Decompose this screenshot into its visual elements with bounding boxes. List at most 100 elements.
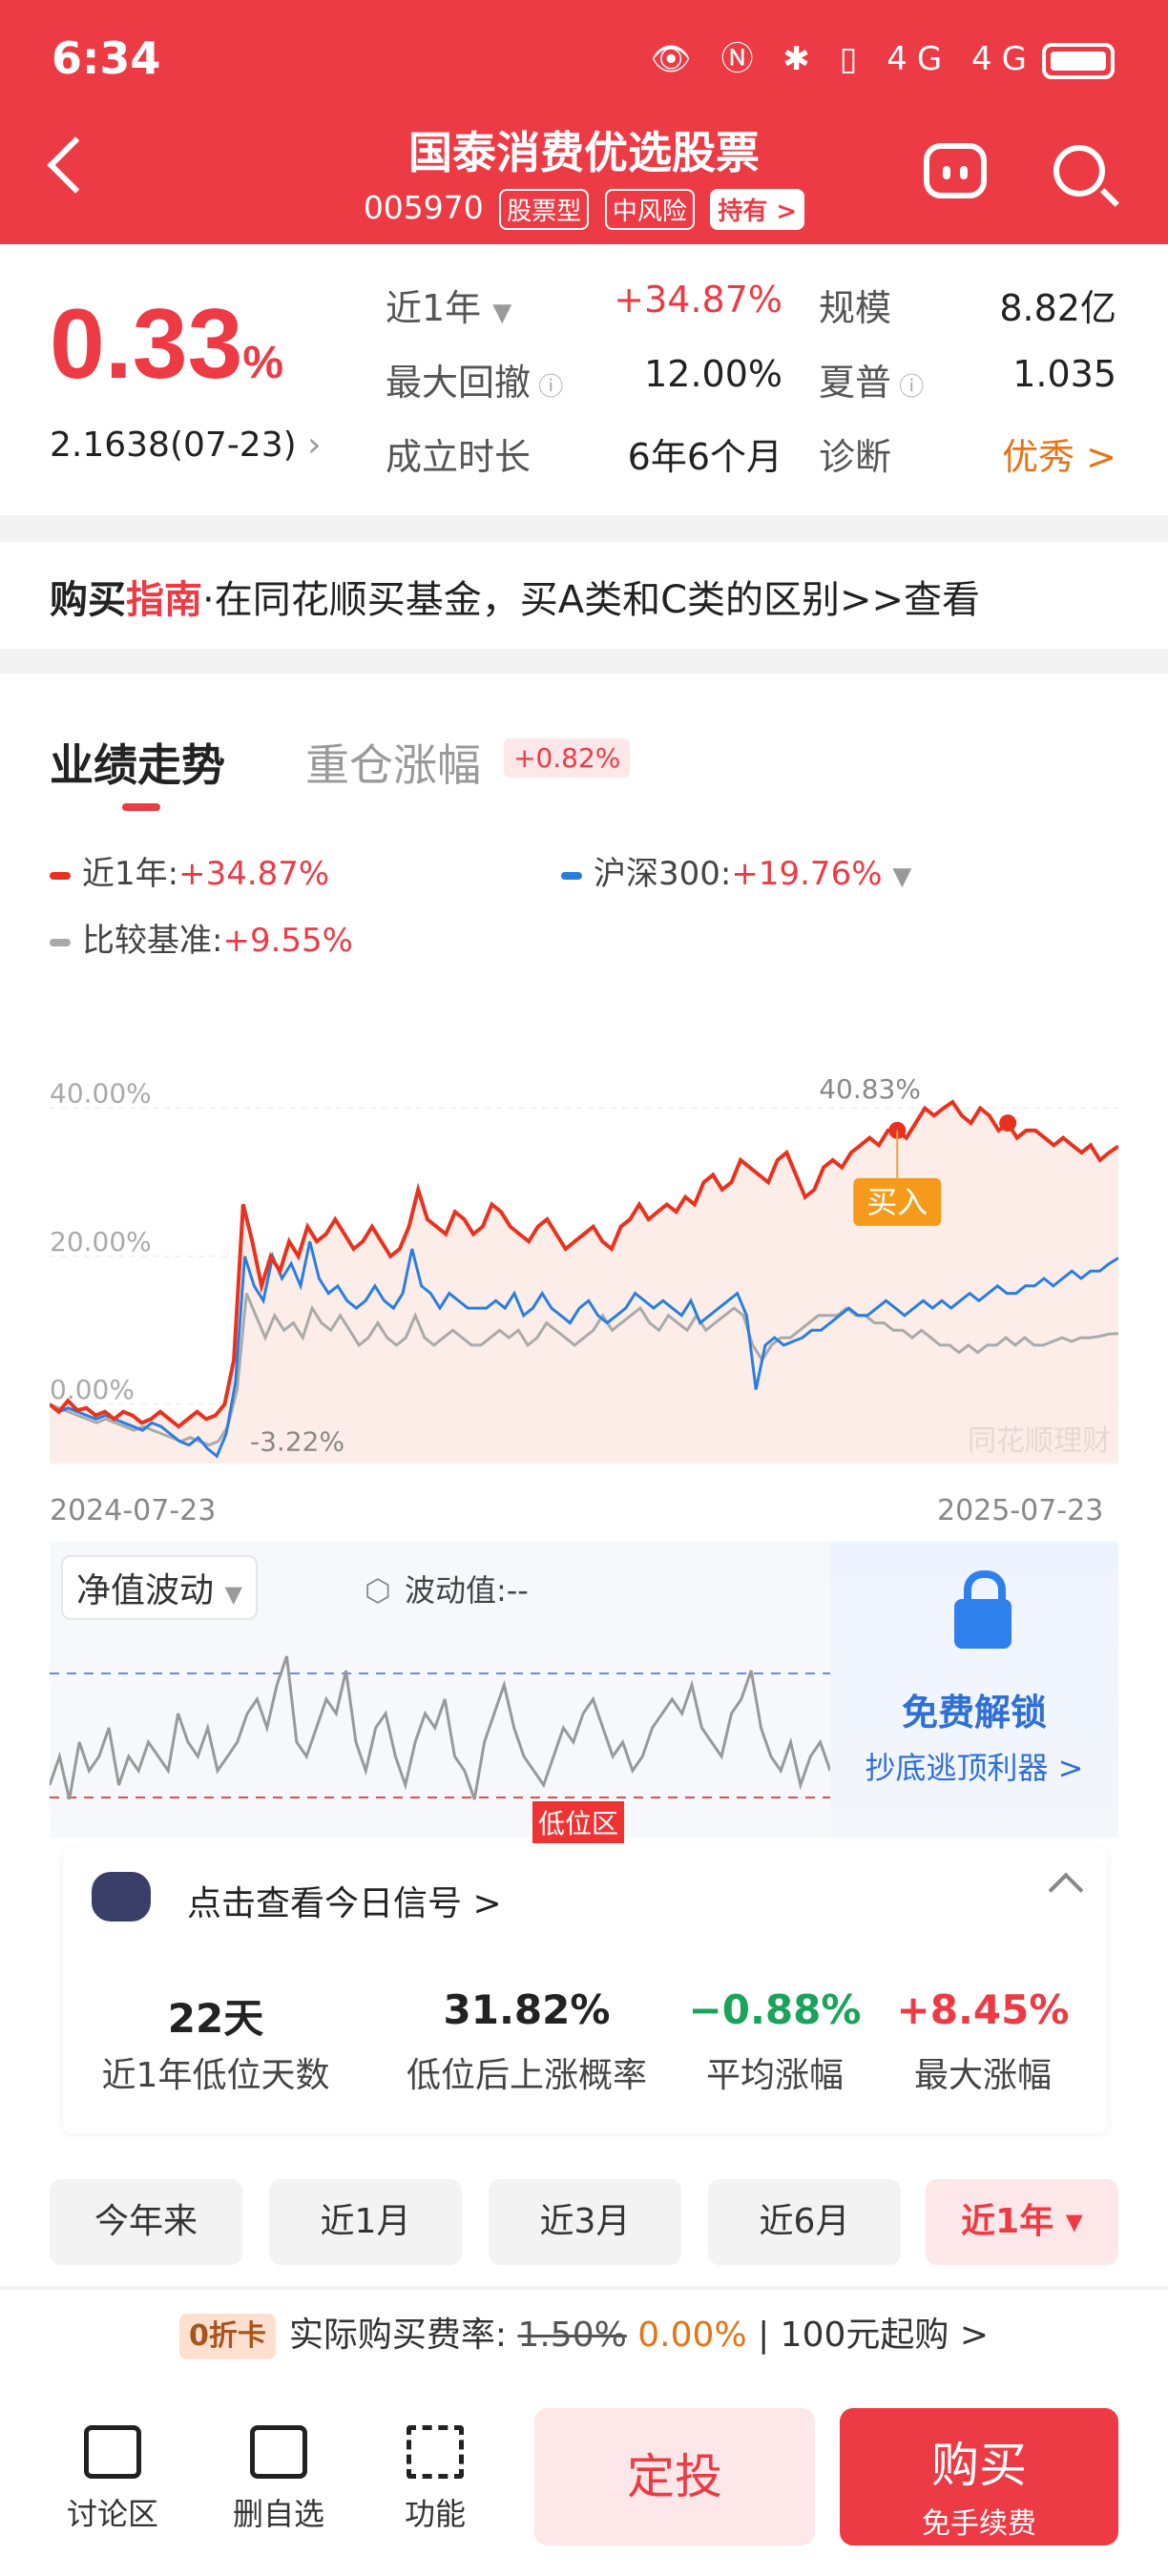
search-icon[interactable] bbox=[1053, 145, 1105, 197]
holdings-badge: +0.82% bbox=[504, 738, 631, 778]
robot-avatar-icon bbox=[92, 1872, 151, 1922]
nav-value[interactable]: 2.1638(07-23) › bbox=[50, 426, 322, 465]
grid-icon bbox=[407, 2425, 464, 2479]
tab-underline bbox=[122, 803, 160, 811]
series-line-0 bbox=[50, 1099, 1118, 1429]
buy-point bbox=[888, 1121, 907, 1139]
y-tick-label: 40.00% bbox=[50, 1078, 152, 1110]
robot-icon[interactable] bbox=[924, 143, 987, 198]
battery-icon bbox=[1042, 42, 1115, 79]
min-label: -3.22% bbox=[250, 1426, 344, 1458]
kv-label-drawdown: 最大回撤 ⓘ bbox=[386, 362, 564, 404]
kv-value-sharpe: 1.035 bbox=[1012, 353, 1116, 395]
collapse-icon[interactable] bbox=[1048, 1872, 1084, 1908]
kv-value-period: +34.87% bbox=[614, 279, 782, 321]
stat-max: +8.45% bbox=[896, 1986, 1070, 2033]
bottom-bar: 讨论区 删自选 功能 定投 购买 免手续费 bbox=[0, 2381, 1168, 2576]
signal-title: 点击查看今日信号 > bbox=[187, 1884, 502, 1923]
buy-guide-banner[interactable]: 购买指南·在同花顺买基金，买A类和C类的区别>>查看 bbox=[0, 542, 1168, 649]
period-1y[interactable]: 近1年 ▾ bbox=[926, 2179, 1118, 2265]
fund-title: 国泰消费优选股票 bbox=[408, 127, 760, 178]
legend-fund: 近1年:+34.87% bbox=[50, 847, 329, 894]
signal-card[interactable]: 点击查看今日信号 > 22天 近1年低位天数 31.82% 低位后上涨概率 −0… bbox=[63, 1847, 1107, 2133]
lock-icon bbox=[954, 1570, 1012, 1649]
minus-square-icon bbox=[250, 2425, 307, 2479]
period-3m[interactable]: 近3月 bbox=[489, 2179, 681, 2265]
legend-benchmark: 比较基准:+9.55% bbox=[50, 914, 353, 961]
fee-new: 0.00% bbox=[637, 2316, 747, 2355]
kv-label-scale: 规模 bbox=[819, 287, 892, 329]
guide-strong: 购买 bbox=[50, 578, 126, 622]
summary-card: 0.33% 2.1638(07-23) › 近1年 ▼ +34.87% 规模 8… bbox=[0, 244, 1168, 515]
chat-icon bbox=[84, 2425, 141, 2479]
period-ytd[interactable]: 今年来 bbox=[50, 2179, 242, 2265]
volatility-line bbox=[50, 1655, 830, 1800]
buy-sub: 免手续费 bbox=[922, 2507, 1036, 2541]
status-icons: 👁 Ⓝ ✱ ▯ 4G 4G bbox=[651, 32, 1115, 79]
stat-avg-label: 平均涨幅 bbox=[705, 2056, 844, 2095]
unlock-sub: 抄底逃顶利器 > bbox=[865, 1750, 1084, 1786]
kv-label-period[interactable]: 近1年 ▼ bbox=[386, 287, 512, 329]
unlock-panel[interactable]: 免费解锁 抄底逃顶利器 > bbox=[830, 1542, 1118, 1838]
performance-section: 业绩走势 重仓涨幅 +0.82% 近1年:+34.87% 沪深300:+19.7… bbox=[0, 674, 1168, 2286]
buy-label: 购买 bbox=[931, 2438, 1027, 2493]
kv-label-age: 成立时长 bbox=[386, 436, 532, 478]
tag-hold[interactable]: 持有 > bbox=[710, 189, 805, 230]
fund-subtitle: 005970 股票型 中风险 持有 > bbox=[0, 189, 1168, 230]
stat-avg: −0.88% bbox=[688, 1986, 862, 2033]
buy-marker-label: 买入 bbox=[866, 1184, 928, 1220]
volatility-label: ⬡ 波动值:-- bbox=[365, 1572, 529, 1609]
series-line-1 bbox=[50, 1240, 1118, 1459]
tag-type: 股票型 bbox=[499, 189, 590, 230]
period-6m[interactable]: 近6月 bbox=[708, 2179, 901, 2265]
fee-label: 实际购买费率: bbox=[288, 2316, 507, 2355]
x-end-label: 2025-07-23 bbox=[937, 1494, 1104, 1527]
tag-risk: 中风险 bbox=[604, 189, 695, 230]
x-start-label: 2024-07-23 bbox=[50, 1494, 217, 1527]
tab-performance[interactable]: 业绩走势 bbox=[50, 739, 225, 791]
fee-min: | 100元起购 > bbox=[758, 2316, 990, 2355]
kv-label-sharpe: 夏普 ⓘ bbox=[819, 362, 925, 404]
status-icon-glyphs: 👁 Ⓝ ✱ ▯ 4G 4G bbox=[650, 40, 1036, 78]
fee-bar[interactable]: 0折卡 实际购买费率: 1.50% 0.00% | 100元起购 > bbox=[0, 2290, 1168, 2381]
stat-up-prob-label: 低位后上涨概率 bbox=[406, 2056, 647, 2095]
watermark: 同花顺理财 bbox=[968, 1424, 1111, 1458]
hold-point bbox=[999, 1114, 1017, 1132]
bottom-remove-watch[interactable]: 删自选 bbox=[212, 2425, 345, 2534]
auto-invest-button[interactable]: 定投 bbox=[534, 2408, 815, 2545]
fee-old: 1.50% bbox=[517, 2316, 627, 2355]
y-tick-label: 20.00% bbox=[50, 1226, 152, 1257]
header: 6:34 👁 Ⓝ ✱ ▯ 4G 4G 国泰消费优选股票 005970 股票型 中… bbox=[0, 0, 1168, 244]
buy-button[interactable]: 购买 免手续费 bbox=[840, 2408, 1118, 2545]
discount-card-badge: 0折卡 bbox=[178, 2314, 276, 2359]
status-time: 6:34 bbox=[52, 32, 161, 84]
bottom-functions[interactable]: 功能 bbox=[368, 2425, 502, 2534]
volatility-panel: 净值波动 ▼ ⬡ 波动值:-- 低位区 免费解锁 抄底逃顶利器 > bbox=[50, 1542, 1118, 1843]
fund-code: 005970 bbox=[363, 189, 484, 226]
stat-up-prob: 31.82% bbox=[443, 1986, 611, 2033]
kv-value-drawdown: 12.00% bbox=[644, 353, 782, 395]
tab-holdings[interactable]: 重仓涨幅 bbox=[305, 739, 481, 791]
fund-area bbox=[50, 1102, 1118, 1464]
volatility-chart bbox=[50, 1655, 830, 1800]
unlock-title: 免费解锁 bbox=[901, 1692, 1047, 1734]
guide-text: ·在同花顺买基金，买A类和C类的区别>>查看 bbox=[202, 578, 981, 622]
buy-tag bbox=[853, 1177, 942, 1226]
kv-value-diagnosis[interactable]: 优秀 > bbox=[1002, 436, 1116, 478]
kv-value-scale: 8.82亿 bbox=[999, 287, 1116, 329]
y-tick-label: 0.00% bbox=[50, 1374, 135, 1405]
guide-highlight: 指南 bbox=[126, 578, 202, 622]
kv-label-diagnosis: 诊断 bbox=[819, 436, 892, 478]
legend-hs300[interactable]: 沪深300:+19.76% ▼ bbox=[561, 847, 911, 894]
kv-value-age: 6年6个月 bbox=[627, 436, 782, 478]
volatility-select[interactable]: 净值波动 ▼ bbox=[61, 1555, 258, 1620]
max-label: 40.83% bbox=[819, 1073, 921, 1105]
stat-low-days: 22天 bbox=[167, 1995, 264, 2042]
daily-rate: 0.33% bbox=[50, 289, 284, 400]
bottom-discussion[interactable]: 讨论区 bbox=[46, 2425, 179, 2534]
low-zone-label: 低位区 bbox=[532, 1801, 625, 1843]
period-1m[interactable]: 近1月 bbox=[269, 2179, 462, 2265]
hexagon-icon: ⬡ bbox=[365, 1572, 391, 1609]
stat-max-label: 最大涨幅 bbox=[913, 2056, 1052, 2095]
